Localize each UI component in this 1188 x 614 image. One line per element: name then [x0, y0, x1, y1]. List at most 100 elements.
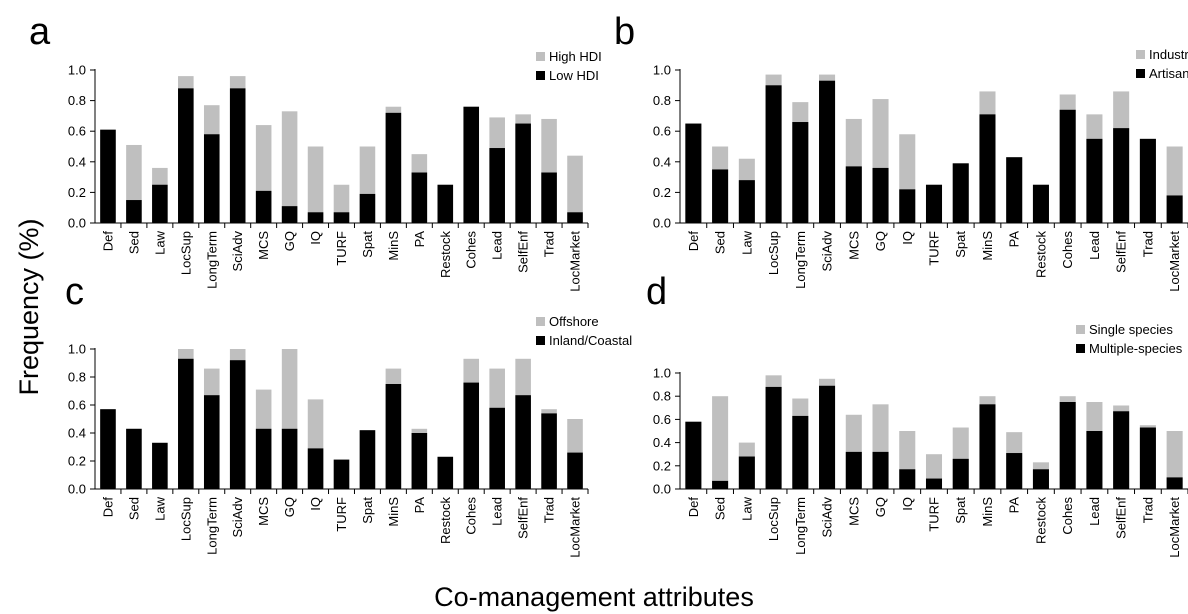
- bar-d-SciAdv-bottom: [819, 385, 836, 489]
- bar-a-SelfEnf-bottom: [515, 123, 531, 223]
- bar-d-PA-bottom: [1006, 453, 1023, 489]
- x-tick-label: GQ: [282, 231, 297, 251]
- x-tick-label: Law: [152, 230, 167, 254]
- bar-d-Cohes-bottom: [1059, 402, 1076, 489]
- bar-d-LongTerm-bottom: [792, 415, 809, 489]
- y-tick-label: 0.6: [68, 124, 86, 139]
- x-tick-label: MinS: [980, 497, 995, 527]
- bar-b-Sed-bottom: [712, 169, 729, 223]
- y-tick-label: 0.6: [653, 124, 671, 139]
- x-tick-label: Sed: [713, 497, 728, 520]
- x-tick-label: SelfEnf: [1114, 231, 1129, 273]
- y-tick-label: 0.8: [68, 93, 86, 108]
- x-tick-label: GQ: [873, 497, 888, 517]
- legend-label: High HDI: [549, 49, 602, 64]
- bar-c-Spat-bottom: [359, 430, 376, 489]
- bar-c-PA-bottom: [411, 433, 428, 489]
- legend-swatch: [536, 71, 545, 80]
- x-tick-label: PA: [1007, 231, 1022, 248]
- legend-swatch: [1076, 344, 1085, 353]
- x-tick-label: SciAdv: [230, 497, 245, 538]
- x-tick-label: SelfEnf: [1114, 497, 1129, 539]
- y-tick-label: 1.0: [68, 342, 86, 357]
- x-tick-label: Law: [739, 496, 754, 520]
- bar-c-LocMarket-bottom: [567, 452, 583, 489]
- x-tick-label: PA: [412, 497, 427, 514]
- y-tick-label: 0.8: [653, 389, 671, 404]
- x-tick-label: SciAdv: [820, 497, 835, 538]
- panel-letter: d: [646, 271, 667, 313]
- bar-c-LongTerm-bottom: [203, 395, 220, 489]
- bar-a-MinS-bottom: [385, 112, 402, 223]
- bar-d-TURF-bottom: [925, 478, 943, 489]
- x-tick-label: Restock: [438, 497, 453, 544]
- panel-b: b 0.0 0.2 0.4 0.6 0.8 1.0 Def Sed Law LocSup LongTe…: [614, 11, 1188, 292]
- bar-d-MCS-bottom: [845, 451, 862, 489]
- bar-d-SelfEnf-bottom: [1113, 411, 1130, 489]
- bar-c-Trad-bottom: [541, 413, 557, 489]
- chart-panels: a 0.0 0.2 0.4 0.6 0.8 1.0 Def Sed Law LocSup LongTe…: [29, 11, 1188, 558]
- y-tick-label: 1.0: [68, 63, 86, 78]
- x-tick-label: Trad: [542, 231, 557, 257]
- legend-swatch: [536, 52, 545, 61]
- bar-c-IQ-bottom: [307, 448, 324, 489]
- y-tick-label: 0.6: [653, 412, 671, 427]
- bar-c-SciAdv-bottom: [229, 360, 246, 489]
- bar-a-GQ-bottom: [281, 206, 298, 223]
- y-tick-label: 0.4: [653, 435, 671, 450]
- x-tick-label: SciAdv: [820, 231, 835, 272]
- bar-c-SelfEnf-bottom: [515, 395, 531, 489]
- bar-a-Law-bottom: [152, 184, 168, 223]
- x-tick-label: Spat: [953, 231, 968, 258]
- x-tick-label: Restock: [438, 231, 453, 278]
- panel-letter: c: [65, 271, 84, 313]
- y-axis-title: Frequency (%): [14, 218, 44, 395]
- legend-label: Low HDI: [549, 68, 599, 83]
- legend-swatch: [536, 317, 545, 326]
- x-tick-label: LongTerm: [793, 497, 808, 555]
- x-tick-label: TURF: [927, 497, 942, 532]
- x-tick-label: IQ: [900, 497, 915, 511]
- x-tick-label: TURF: [334, 497, 349, 532]
- bar-b-Trad-bottom: [1139, 138, 1156, 223]
- bar-a-GQ-top: [281, 111, 298, 223]
- bar-c-GQ-bottom: [281, 428, 298, 489]
- y-tick-label: 0.0: [653, 482, 671, 497]
- y-tick-label: 0.2: [68, 185, 86, 200]
- y-tick-label: 0.4: [68, 154, 86, 169]
- x-axis-title: Co-management attributes: [434, 582, 754, 612]
- bar-c-LocSup-bottom: [178, 358, 194, 489]
- bar-a-IQ-bottom: [307, 212, 324, 223]
- x-tick-label: MCS: [846, 497, 861, 526]
- bar-a-IQ-top: [307, 146, 324, 223]
- bar-c-TURF-bottom: [333, 459, 350, 489]
- bar-b-IQ-bottom: [899, 189, 916, 223]
- bar-d-Law-bottom: [738, 456, 755, 489]
- bar-b-SelfEnf-bottom: [1113, 128, 1130, 223]
- bar-b-Def-bottom: [685, 123, 702, 223]
- bar-d-LocSup-bottom: [765, 386, 782, 489]
- bar-c-Lead-bottom: [489, 407, 505, 489]
- legend-label: Single species: [1089, 322, 1173, 337]
- bar-c-Restock-bottom: [437, 456, 454, 489]
- bar-b-GQ-bottom: [872, 167, 889, 223]
- legend-label: Industrial: [1149, 47, 1188, 62]
- y-tick-label: 0.4: [68, 426, 86, 441]
- bar-a-Trad-bottom: [541, 172, 557, 223]
- y-tick-label: 1.0: [653, 366, 671, 381]
- bar-b-Cohes-bottom: [1059, 109, 1076, 223]
- y-tick-label: 0.2: [653, 458, 671, 473]
- x-tick-label: SciAdv: [230, 231, 245, 272]
- bar-a-Restock-bottom: [437, 184, 454, 223]
- x-tick-label: Lead: [1087, 497, 1102, 526]
- x-tick-label: Lead: [1087, 231, 1102, 260]
- x-tick-label: SelfEnf: [516, 497, 531, 539]
- x-tick-label: Def: [100, 231, 115, 252]
- x-tick-label: IQ: [900, 231, 915, 245]
- x-tick-label: Cohes: [1060, 231, 1075, 269]
- y-tick-label: 0.2: [653, 185, 671, 200]
- bar-a-Def-bottom: [100, 129, 116, 223]
- x-tick-label: Cohes: [464, 231, 479, 269]
- x-tick-label: LocSup: [178, 497, 193, 541]
